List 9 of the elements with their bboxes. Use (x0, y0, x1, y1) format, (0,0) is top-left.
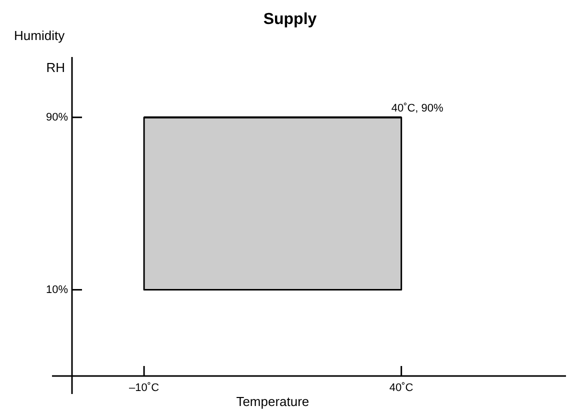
annotation: 40˚C, 90% (391, 102, 444, 114)
y-tick-label: 10% (46, 284, 68, 296)
x-tick-label: 40˚C (389, 382, 414, 394)
y-axis-title: RH (46, 60, 65, 75)
y-tick-label: 90% (46, 111, 68, 124)
x-axis-title: Temperature (236, 394, 310, 409)
x-tick-label: –10˚C (129, 382, 160, 394)
chart-title: Supply (263, 11, 317, 28)
text: Humidity (14, 28, 66, 43)
